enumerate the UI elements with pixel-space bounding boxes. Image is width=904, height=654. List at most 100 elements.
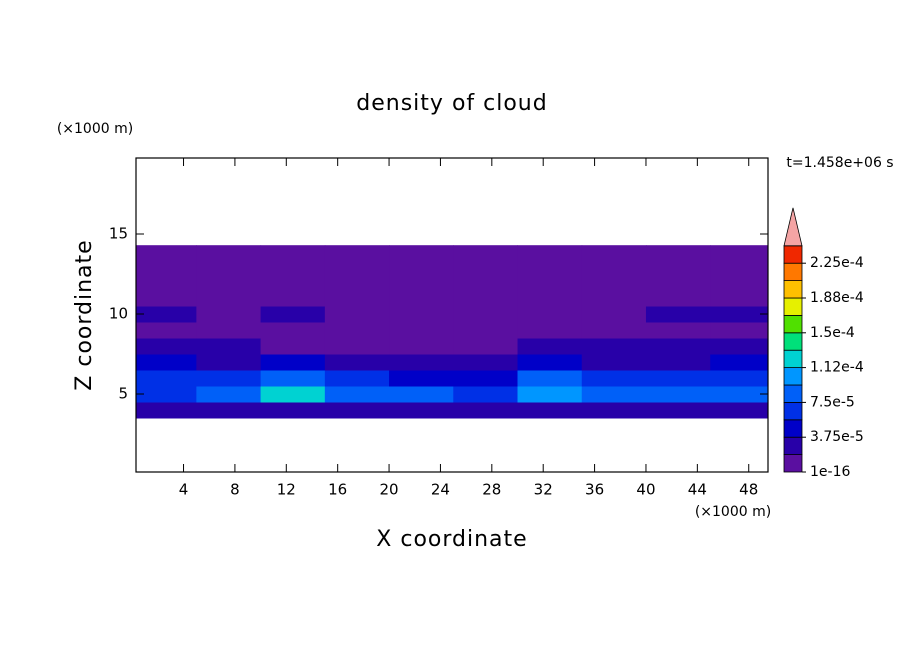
contour-cell xyxy=(710,306,769,323)
contour-cell xyxy=(453,245,519,259)
contour-cell xyxy=(196,322,262,339)
contour-cell xyxy=(389,386,454,403)
contour-cell xyxy=(196,306,262,323)
contour-cell xyxy=(645,338,711,355)
contour-cell xyxy=(196,354,262,371)
contour-cell xyxy=(453,306,519,323)
contour-cell xyxy=(517,402,583,419)
contour-cell xyxy=(260,258,326,275)
contour-cell xyxy=(517,306,583,323)
contour-cell xyxy=(324,354,390,371)
contour-cell xyxy=(136,386,197,403)
contour-cell xyxy=(710,290,769,307)
field xyxy=(136,245,769,419)
contour-cell xyxy=(389,402,454,419)
contour-cell xyxy=(260,274,326,291)
contour-cell xyxy=(389,322,454,339)
contour-cell xyxy=(645,245,711,259)
contour-cell xyxy=(260,322,326,339)
contour-cell xyxy=(645,386,711,403)
x-tick-label: 44 xyxy=(688,481,707,499)
contour-cell xyxy=(136,338,197,355)
contour-cell xyxy=(136,402,197,419)
contour-cell xyxy=(517,274,583,291)
contour-cell xyxy=(260,290,326,307)
contour-cell xyxy=(324,290,390,307)
contour-cell xyxy=(389,274,454,291)
colorbar-band xyxy=(783,332,803,351)
colorbar-tick-label: 7.5e-5 xyxy=(810,394,855,410)
contour-cell xyxy=(260,306,326,323)
x-tick-label: 36 xyxy=(585,481,604,499)
contour-cell xyxy=(196,386,262,403)
colorbar-tick-label: 1.88e-4 xyxy=(810,290,864,306)
contour-cell xyxy=(517,370,583,387)
contour-cell xyxy=(710,370,769,387)
contour-cell xyxy=(260,338,326,355)
contour-cell xyxy=(710,274,769,291)
contour-cell xyxy=(136,258,197,275)
contour-cell xyxy=(260,245,326,259)
colorbar-band xyxy=(783,419,803,438)
contour-cell xyxy=(453,322,519,339)
chart-title: density of cloud xyxy=(356,91,547,116)
contour-cell xyxy=(324,258,390,275)
contour-cell xyxy=(136,354,197,371)
contour-cell xyxy=(324,402,390,419)
contour-cell xyxy=(517,322,583,339)
contour-cell xyxy=(453,402,519,419)
contour-cell xyxy=(196,338,262,355)
x-tick-label: 48 xyxy=(739,481,758,499)
contour-cell xyxy=(136,322,197,339)
contour-cell xyxy=(581,306,647,323)
contour-cell xyxy=(517,258,583,275)
colorbar-tick-label: 3.75e-5 xyxy=(810,429,864,445)
contour-cell xyxy=(196,290,262,307)
colorbar-band xyxy=(783,454,803,473)
contour-cell xyxy=(517,354,583,371)
contour-cell xyxy=(645,370,711,387)
colorbar-tick-label: 2.25e-4 xyxy=(810,255,864,271)
contour-cell xyxy=(581,258,647,275)
contour-cell xyxy=(389,354,454,371)
contour-cell xyxy=(581,290,647,307)
colorbar-band xyxy=(783,384,803,403)
colorbar-band xyxy=(783,349,803,369)
contour-cell xyxy=(581,245,647,259)
contour-cell xyxy=(389,290,454,307)
contour-cell xyxy=(581,338,647,355)
time-label: t=1.458e+06 s xyxy=(786,155,893,171)
contour-cell xyxy=(453,386,519,403)
contour-cell xyxy=(196,258,262,275)
contour-cell xyxy=(710,386,769,403)
contour-cell xyxy=(196,402,262,419)
x-axis-title: X coordinate xyxy=(376,527,527,552)
contour-cell xyxy=(645,322,711,339)
contour-cell xyxy=(645,402,711,419)
x-tick-label: 32 xyxy=(534,481,553,499)
contour-cell xyxy=(136,370,197,387)
contour-cell xyxy=(324,274,390,291)
contour-cell xyxy=(645,354,711,371)
x-unit: (×1000 m) xyxy=(695,504,771,520)
y-tick-label: 10 xyxy=(109,305,128,323)
contour-cell xyxy=(710,338,769,355)
contour-cell xyxy=(324,386,390,403)
contour-cell xyxy=(517,338,583,355)
colorbar-band xyxy=(783,297,803,316)
contour-cell xyxy=(710,245,769,259)
x-tick-label: 28 xyxy=(482,481,501,499)
colorbar-tick-label: 1.12e-4 xyxy=(810,360,864,376)
contour-cell xyxy=(389,258,454,275)
y-unit: (×1000 m) xyxy=(57,121,133,137)
contour-cell xyxy=(389,338,454,355)
contour-cell xyxy=(136,290,197,307)
contour-cell xyxy=(136,245,197,259)
contour-cell xyxy=(260,402,326,419)
x-tick-label: 24 xyxy=(431,481,450,499)
contour-cell xyxy=(196,274,262,291)
contour-cell xyxy=(581,274,647,291)
contour-cell xyxy=(645,290,711,307)
y-tick-label: 5 xyxy=(118,385,128,403)
